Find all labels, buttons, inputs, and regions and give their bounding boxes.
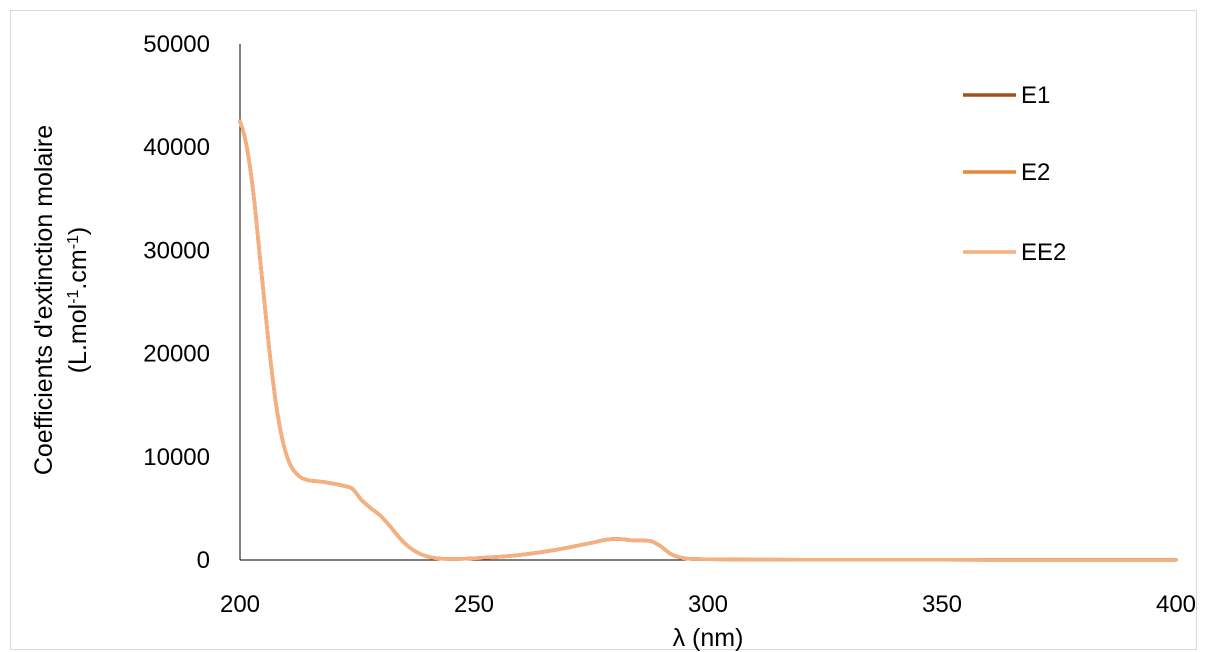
series-lines (238, 119, 1178, 562)
series-line-e1 (238, 119, 1178, 562)
y-axis-title: Coefficients d'extinction molaire (L.mol… (30, 125, 92, 475)
x-tick-label: 200 (220, 591, 260, 618)
axes (239, 44, 1176, 561)
y-unit-sup1: -1 (65, 289, 82, 303)
legend-label-e2: E2 (1021, 159, 1050, 186)
y-tick-label: 30000 (143, 237, 210, 264)
x-tick-labels: 200 250 300 350 400 (220, 591, 1196, 618)
chart-frame (10, 10, 1197, 650)
series-line-ee2 (238, 119, 1178, 562)
y-tick-label: 10000 (143, 444, 210, 471)
x-tick-label: 300 (688, 591, 728, 618)
x-axis-title: λ (nm) (673, 624, 744, 652)
y-unit-suffix: ) (64, 227, 92, 235)
x-tick-label: 250 (454, 591, 494, 618)
y-axis-title-line2: (L.mol-1.cm-1) (64, 227, 92, 374)
series-line-e2 (238, 119, 1178, 562)
y-tick-label: 0 (197, 547, 210, 574)
y-tick-label: 40000 (143, 134, 210, 161)
y-unit-prefix: (L.mol (64, 304, 92, 373)
x-tick-label: 400 (1156, 591, 1196, 618)
y-tick-label: 50000 (143, 31, 210, 58)
y-tick-labels: 0 10000 20000 30000 40000 50000 (143, 31, 210, 574)
legend-label-ee2: EE2 (1021, 239, 1066, 266)
y-unit-sup2: -1 (65, 235, 82, 249)
y-tick-label: 20000 (143, 341, 210, 368)
y-unit-mid: .cm (64, 249, 92, 289)
legend-label-e1: E1 (1021, 82, 1050, 109)
x-tick-label: 350 (922, 591, 962, 618)
legend: E1 E2 EE2 (963, 82, 1066, 266)
y-axis-title-line1: Coefficients d'extinction molaire (30, 125, 58, 475)
